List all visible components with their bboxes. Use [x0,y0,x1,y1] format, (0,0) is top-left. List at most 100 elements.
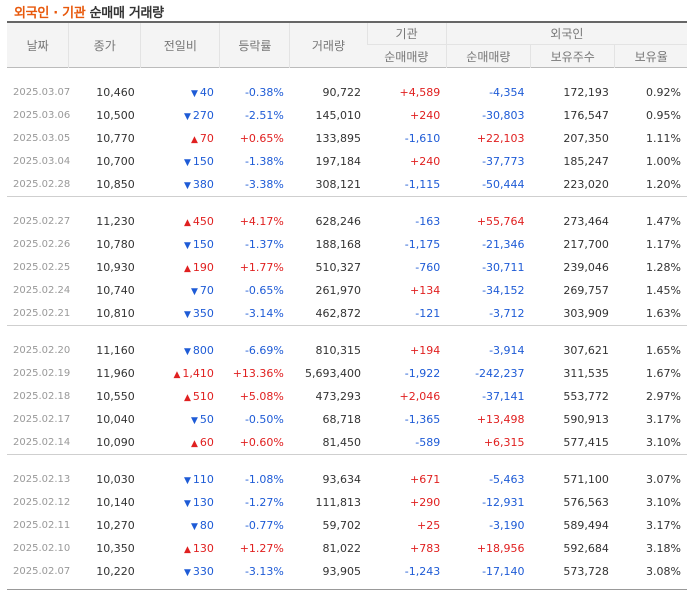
triangle-up-icon: ▲ [184,393,191,403]
cell-foreign-ratio: 3.07% [646,473,681,486]
cell-close: 10,040 [96,413,135,426]
cell-change: ▼ 150 [141,150,220,173]
cell-rate: -3.13% [244,565,284,578]
triangle-down-icon: ▼ [184,158,191,168]
cell-foreign-ratio: 3.10% [646,436,681,449]
cell-foreign-net: -21,346 [482,238,525,251]
header-change: 전일비 [140,22,220,68]
triangle-down-icon: ▼ [184,241,191,251]
cell-rate: -0.65% [244,284,284,297]
table-row: 2025.02.25 10,930 ▲ 190 +1.77% 510,327 -760 -30… [7,256,687,279]
cell-volume: 473,293 [315,390,362,403]
cell-inst-net: -1,175 [404,238,441,251]
cell-foreign-net: -17,140 [482,565,525,578]
cell-inst-net: -1,243 [404,565,441,578]
cell-inst-net: -1,610 [404,132,441,145]
cell-change: ▲ 510 [141,385,220,408]
cell-close: 10,700 [96,155,135,168]
header-institution: 기관 [366,22,447,45]
cell-rate: +0.65% [239,132,284,145]
cell-foreign-net: -3,712 [489,307,525,320]
cell-change-value: 70 [199,132,214,145]
cell-volume: 628,246 [315,215,362,228]
cell-foreign-hold: 217,700 [563,238,609,251]
cell-foreign-ratio: 3.18% [646,542,681,555]
cell-foreign-hold: 573,728 [563,565,609,578]
cell-date: 2025.02.18 [13,391,71,402]
cell-date: 2025.02.13 [13,474,71,485]
cell-change: ▼ 150 [141,233,220,256]
triangle-down-icon: ▼ [184,499,191,509]
cell-foreign-net: -4,354 [489,86,525,99]
cell-foreign-ratio: 0.95% [646,109,681,122]
cell-volume: 90,722 [322,86,362,99]
cell-inst-net: +134 [409,284,441,297]
table-row: 2025.02.20 11,160 ▼ 800 -6.69% 810,315 +194 -3,… [7,339,687,362]
cell-foreign-hold: 176,547 [563,109,609,122]
cell-foreign-net: +13,498 [476,413,525,426]
header-date: 날짜 [7,22,69,68]
cell-foreign-ratio: 3.17% [646,519,681,532]
header-row-bottom: 순매매량 순매매량 보유주수 보유율 [7,44,687,68]
cell-foreign-ratio: 1.00% [646,155,681,168]
cell-change-value: 380 [192,178,214,191]
triangle-down-icon: ▼ [184,181,191,191]
cell-date: 2025.02.19 [13,368,71,379]
cell-volume: 188,168 [315,238,362,251]
table-row: 2025.02.18 10,550 ▲ 510 +5.08% 473,293 +2,046 -… [7,385,687,408]
cell-change-value: 80 [199,519,214,532]
cell-change-value: 190 [192,261,214,274]
cell-close: 10,810 [96,307,135,320]
cell-foreign-net: +22,103 [476,132,525,145]
cell-date: 2025.03.06 [13,110,71,121]
cell-rate: +5.08% [239,390,284,403]
cell-rate: -3.14% [244,307,284,320]
cell-volume: 59,702 [322,519,362,532]
header-volume: 거래량 [289,22,367,68]
cell-foreign-hold: 207,350 [563,132,609,145]
cell-close: 10,460 [96,86,135,99]
trading-table: 날짜 종가 전일비 등락률 거래량 기관 외국인 순매매량 순매매량 보유주수 … [7,21,687,590]
table-row: 2025.02.07 10,220 ▼ 330 -3.13% 93,905 -1,243 -1… [7,560,687,583]
cell-foreign-hold: 185,247 [563,155,609,168]
cell-volume: 261,970 [315,284,362,297]
cell-foreign-net: -50,444 [482,178,525,191]
cell-date: 2025.02.21 [13,308,71,319]
cell-foreign-net: -5,463 [489,473,525,486]
cell-foreign-ratio: 1.11% [646,132,681,145]
cell-volume: 145,010 [315,109,362,122]
cell-inst-net: +290 [409,496,441,509]
cell-change: ▲ 190 [141,256,220,279]
cell-foreign-ratio: 0.92% [646,86,681,99]
cell-foreign-ratio: 3.08% [646,565,681,578]
cell-foreign-ratio: 1.47% [646,215,681,228]
cell-date: 2025.02.26 [13,239,71,250]
cell-volume: 81,450 [322,436,362,449]
cell-close: 10,930 [96,261,135,274]
cell-change-value: 150 [192,155,214,168]
header-foreign: 외국인 [445,22,687,45]
cell-close: 10,220 [96,565,135,578]
table-row: 2025.02.10 10,350 ▲ 130 +1.27% 81,022 +783 +18,… [7,537,687,560]
triangle-up-icon: ▲ [191,439,198,449]
section-title-rest: 순매매 거래량 [89,6,164,21]
cell-foreign-ratio: 1.20% [646,178,681,191]
cell-foreign-hold: 553,772 [563,390,609,403]
table-row: 2025.02.21 10,810 ▼ 350 -3.14% 462,872 -121 -3,… [7,302,687,326]
cell-foreign-ratio: 1.65% [646,344,681,357]
cell-close: 10,780 [96,238,135,251]
cell-inst-net: -163 [415,215,441,228]
cell-foreign-ratio: 1.67% [646,367,681,380]
table-row: 2025.02.28 10,850 ▼ 380 -3.38% 308,121 -1,115 -… [7,173,687,197]
cell-foreign-hold: 269,757 [563,284,609,297]
cell-close: 11,160 [96,344,135,357]
cell-foreign-hold: 172,193 [563,86,609,99]
section-title: 외국인 · 기관 순매매 거래량 [14,2,164,21]
cell-foreign-ratio: 1.63% [646,307,681,320]
cell-foreign-hold: 577,415 [563,436,609,449]
cell-inst-net: -589 [415,436,441,449]
cell-change: ▼ 130 [141,491,220,514]
group-separator [7,325,687,326]
cell-change: ▲ 130 [141,537,220,560]
cell-foreign-net: -30,711 [482,261,525,274]
